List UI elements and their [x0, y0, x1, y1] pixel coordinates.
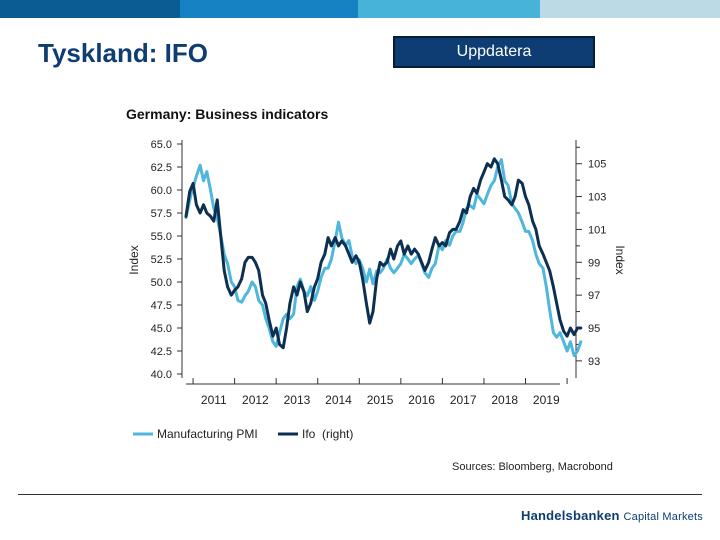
right-tick-label: 93 [588, 356, 600, 368]
left-tick-label: 62.5 [151, 162, 172, 174]
series-layer [184, 157, 583, 358]
left-tick-label: 65.0 [151, 139, 172, 151]
legend-label-ifo: Ifo (right) [302, 427, 353, 441]
left-tick-label: 47.5 [151, 300, 172, 312]
right-tick-label: 105 [588, 159, 606, 171]
series-line-ifo [184, 157, 583, 350]
top-color-bar [0, 0, 720, 18]
right-tick-label: 97 [588, 290, 600, 302]
left-tick-label: 55.0 [151, 231, 172, 243]
x-tick-label: 2012 [242, 393, 269, 407]
page-title: Tyskland: IFO [38, 38, 208, 68]
right-tick-label: 103 [588, 192, 606, 204]
top-bar-segment [180, 0, 358, 18]
x-tick-label: 2019 [533, 393, 560, 407]
left-tick-label: 45.0 [151, 323, 172, 335]
left-tick-label: 40.0 [151, 369, 172, 381]
left-tick-label: 57.5 [151, 208, 172, 220]
footer-divider [18, 494, 702, 495]
top-bar-segment [358, 0, 540, 18]
series-line-pmi [184, 158, 583, 358]
chart-title: Germany: Business indicators [126, 106, 329, 122]
left-tick-label: 60.0 [151, 185, 172, 197]
update-button[interactable]: Uppdatera [393, 36, 595, 68]
x-tick-label: 2011 [201, 393, 227, 407]
x-tick-label: 2013 [284, 393, 311, 407]
brand-sub: Capital Markets [623, 511, 703, 523]
right-tick-label: 99 [588, 257, 600, 269]
x-tick-label: 2017 [450, 393, 477, 407]
legend-label-pmi: Manufacturing PMI [157, 427, 258, 441]
source-note: Sources: Bloomberg, Macrobond [452, 461, 613, 473]
left-tick-label: 52.5 [151, 254, 172, 266]
brand-logo: Handelsbanken Capital Markets [521, 508, 703, 523]
top-bar-segment [540, 0, 720, 18]
x-tick-label: 2014 [325, 393, 352, 407]
chart: Germany: Business indicators 65.0 62.5 60.… [126, 106, 627, 473]
x-axis: 2011 2012 2013 2014 2015 2016 2017 2018 2019 [186, 378, 568, 407]
x-tick-label: 2016 [408, 393, 435, 407]
right-axis: 105 103 101 99 97 95 93 [575, 140, 606, 378]
left-axis-label: Index [127, 245, 141, 274]
x-tick-label: 2018 [491, 393, 518, 407]
right-tick-label: 95 [588, 323, 600, 335]
left-axis: 65.0 62.5 60.0 57.5 55.0 52.5 50.0 47.5 45.0 42.5… [151, 139, 183, 381]
right-axis-label: Index [613, 245, 627, 274]
legend: Manufacturing PMI Ifo (right) [133, 427, 353, 441]
brand-name: Handelsbanken [521, 508, 620, 523]
right-tick-label: 101 [588, 224, 606, 236]
x-tick-label: 2015 [367, 393, 394, 407]
left-tick-label: 42.5 [151, 346, 172, 358]
top-bar-segment [0, 0, 180, 18]
left-tick-label: 50.0 [151, 277, 172, 289]
